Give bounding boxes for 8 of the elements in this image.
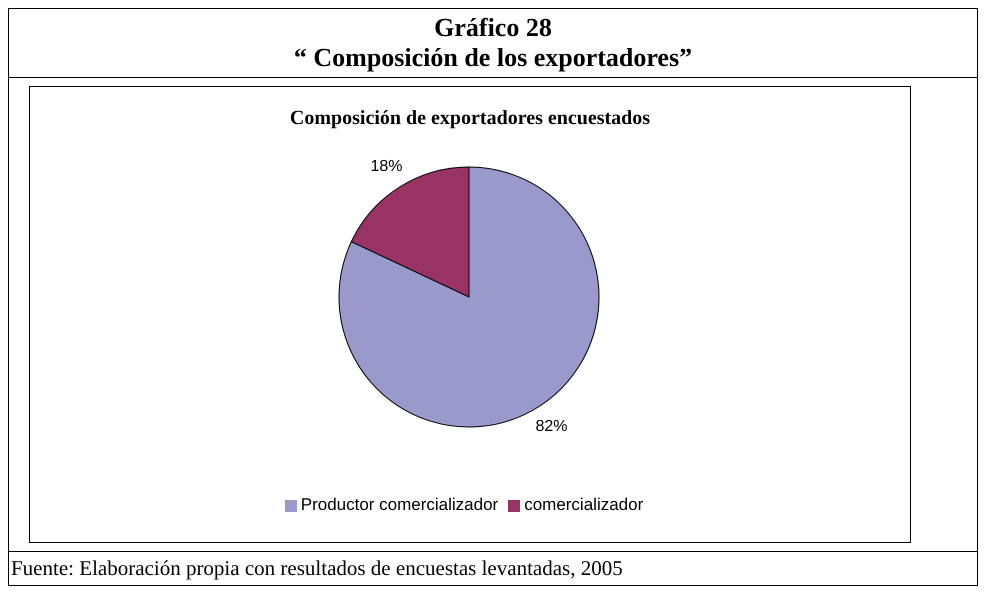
chart-subtitle: “ Composición de los exportadores” <box>292 43 694 73</box>
source-note: Fuente: Elaboración propia con resultados de encuestas levantadas, 2005 <box>9 551 977 585</box>
legend-label: Productor comercializador <box>300 495 498 514</box>
chart-title: Gráfico 28 <box>433 13 553 43</box>
text: Composición de exportadores encuestados <box>288 107 652 130</box>
legend-label: comercializador <box>524 495 644 514</box>
data-label: 82% <box>536 418 568 436</box>
data-label: 18% <box>370 158 402 176</box>
